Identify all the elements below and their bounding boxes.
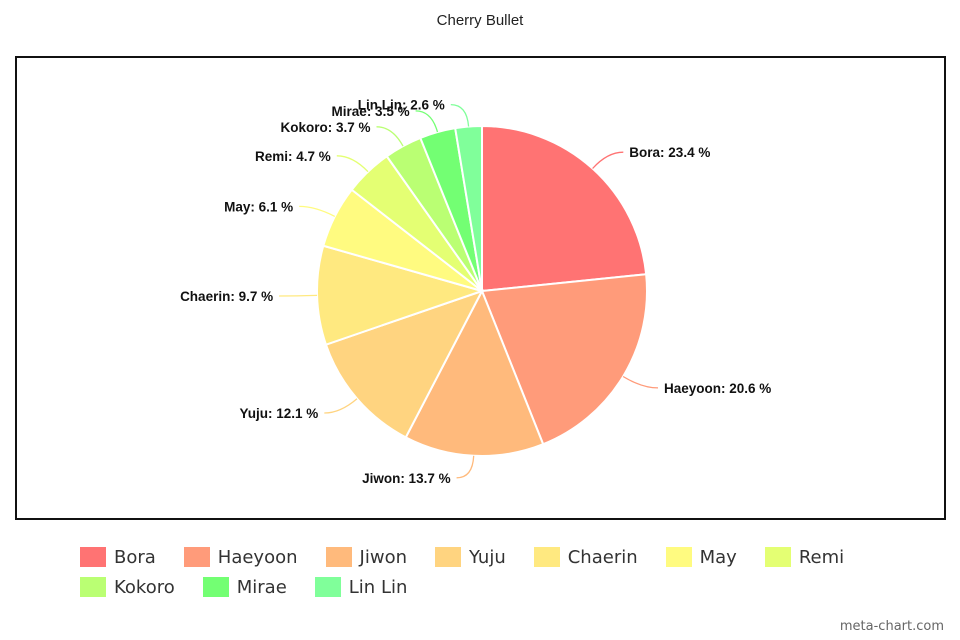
leader-line-mirae	[415, 110, 439, 133]
slice-label-kokoro: Kokoro: 3.7 %	[280, 120, 370, 135]
legend-swatch	[533, 547, 560, 567]
legend-item-may[interactable]: May	[665, 546, 737, 568]
legend-label: Lin Lin	[348, 576, 408, 598]
slice-label-yuju: Yuju: 12.1 %	[240, 406, 319, 421]
slice-label-haeyoon: Haeyoon: 20.6 %	[664, 381, 771, 396]
legend-label: Bora	[114, 546, 156, 568]
leader-line-jiwon	[456, 455, 475, 479]
legend-swatch	[314, 577, 341, 597]
leader-line-remi	[336, 155, 369, 173]
legend-item-chaerin[interactable]: Chaerin	[533, 546, 638, 568]
legend-label: Yuju	[468, 546, 506, 568]
legend-swatch	[325, 547, 352, 567]
leader-line-haeyoon	[622, 375, 659, 389]
legend-swatch	[764, 547, 791, 567]
leader-line-chaerin	[279, 294, 318, 297]
plot-area: Bora: 23.4 % Haeyoon: 20.6 % Jiwon: 13.7 %…	[15, 56, 946, 520]
leader-line-kokoro	[376, 126, 404, 147]
pie-slice-jiwon	[404, 288, 545, 457]
chart-title: Cherry Bullet	[436, 12, 524, 29]
slice-label-lin-lin: Lin Lin: 2.6 %	[358, 98, 445, 113]
legend-swatch	[202, 577, 229, 597]
legend-swatch	[434, 547, 461, 567]
leader-line-yuju	[324, 398, 358, 414]
slice-label-chaerin: Chaerin: 9.7 %	[180, 289, 273, 304]
legend-label: May	[699, 546, 737, 568]
pie-slice-lin-lin	[454, 124, 483, 292]
legend-item-remi[interactable]: Remi	[764, 546, 845, 568]
legend-label: Haeyoon	[217, 546, 298, 568]
slice-label-remi: Remi: 4.7 %	[255, 149, 331, 164]
legend-item-haeyoon[interactable]: Haeyoon	[183, 546, 298, 568]
legend-item-mirae[interactable]: Mirae	[202, 576, 287, 598]
leader-line-bora	[592, 151, 624, 169]
legend-item-lin-lin[interactable]: Lin Lin	[314, 576, 408, 598]
slice-label-bora: Bora: 23.4 %	[629, 145, 710, 160]
legend-swatch	[80, 577, 106, 597]
legend-swatch	[183, 547, 210, 567]
legend-label: Kokoro	[114, 576, 175, 598]
pie-chart: Bora: 23.4 % Haeyoon: 20.6 % Jiwon: 13.7 %…	[180, 98, 771, 486]
legend-label: Remi	[798, 546, 845, 568]
leader-line-may	[299, 205, 336, 217]
legend-item-jiwon[interactable]: Jiwon	[325, 546, 407, 568]
slice-label-mirae: Mirae: 3.5 %	[332, 104, 410, 119]
legend-item-kokoro[interactable]: Kokoro	[80, 576, 175, 598]
legend-label: Jiwon	[359, 546, 407, 568]
slice-label-jiwon: Jiwon: 13.7 %	[362, 471, 451, 486]
legend-swatch	[80, 547, 106, 567]
pie-slice-bora	[481, 124, 648, 293]
legend-swatch	[665, 547, 692, 567]
legend: Bora Haeyoon Jiwon Yuju Chaerin May Remi Kokoro…	[80, 546, 900, 598]
legend-label: Mirae	[236, 576, 287, 598]
legend-item-yuju[interactable]: Yuju	[434, 546, 506, 568]
leader-line-lin-lin	[450, 103, 470, 127]
slice-label-may: May: 6.1 %	[224, 199, 293, 214]
legend-label: Chaerin	[567, 546, 638, 568]
legend-item-bora[interactable]: Bora	[80, 546, 156, 568]
watermark: meta-chart.com	[839, 619, 944, 634]
